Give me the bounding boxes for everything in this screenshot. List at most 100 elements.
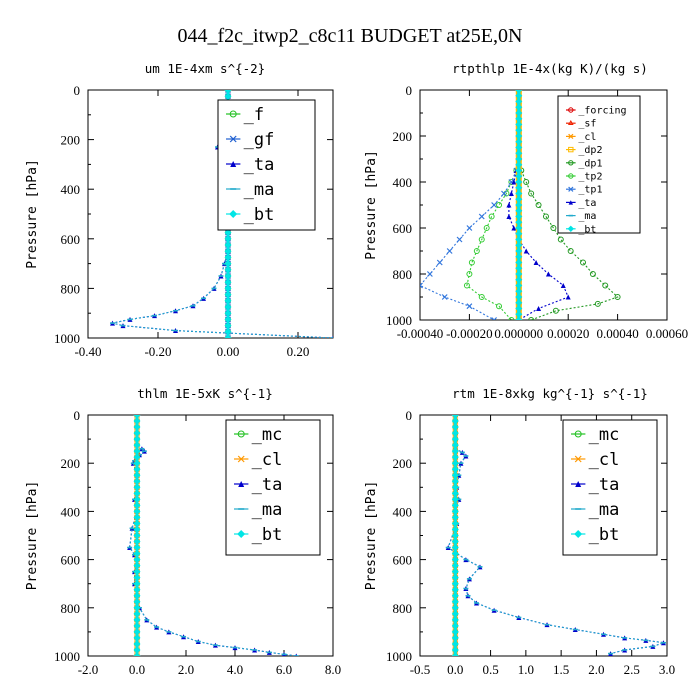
- data-point: [515, 305, 523, 312]
- y-tick-label: 600: [61, 232, 81, 247]
- data-point: [463, 282, 470, 289]
- legend-marker: [237, 430, 245, 438]
- data-point: [451, 489, 459, 497]
- data-point: [133, 507, 141, 515]
- data-point: [451, 423, 459, 431]
- legend-marker: [229, 135, 237, 143]
- series-bt: [451, 415, 459, 656]
- x-tick-label: 0.00020: [547, 326, 589, 341]
- data-point: [511, 179, 517, 185]
- data-point: [515, 98, 523, 105]
- legend-label: _dp1: [578, 158, 602, 169]
- data-point: [133, 513, 141, 521]
- x-tick-label: -0.40: [74, 344, 101, 359]
- y-tick-label: 200: [393, 456, 413, 471]
- legend-marker: [238, 481, 245, 487]
- series-bt: [133, 415, 141, 656]
- data-point: [441, 294, 448, 300]
- data-point: [133, 646, 141, 654]
- data-point: [133, 441, 141, 449]
- data-point: [133, 634, 141, 642]
- plot-area: [445, 415, 666, 656]
- data-point: [483, 225, 490, 231]
- data-point: [451, 544, 459, 552]
- panel-rtm: rtm 1E-8xkg kg^{-1} s^{-1} Pressure [hPa]…: [364, 386, 675, 677]
- y-tick-label: 600: [393, 553, 413, 568]
- y-axis-label: Pressure [hPa]: [364, 481, 379, 591]
- data-point: [133, 538, 141, 546]
- data-point: [515, 241, 523, 249]
- y-tick-label: 600: [61, 553, 81, 568]
- data-point: [133, 489, 141, 497]
- data-point: [451, 501, 459, 509]
- y-tick-label: 400: [61, 182, 81, 197]
- data-point: [224, 328, 232, 336]
- data-point: [133, 532, 141, 539]
- data-point: [515, 201, 523, 209]
- x-tick-label: 1.5: [553, 662, 569, 677]
- data-point: [451, 519, 459, 527]
- data-point: [565, 294, 571, 300]
- legend-label: _forcing: [578, 106, 626, 117]
- data-point: [536, 306, 542, 311]
- legend-label: _gf: [244, 130, 275, 150]
- legend-marker: [574, 455, 582, 463]
- legend-marker: [568, 186, 574, 192]
- legend-label: _ma: [589, 500, 620, 520]
- data-point: [515, 253, 523, 261]
- series-line: [420, 158, 520, 320]
- data-point: [496, 202, 503, 208]
- legend-label: _ma: [578, 211, 596, 222]
- x-tick-label: 6.0: [276, 662, 292, 677]
- data-point: [451, 622, 459, 630]
- data-point: [133, 453, 141, 461]
- data-point: [515, 190, 523, 197]
- legend-label: _cl: [589, 450, 620, 470]
- data-point: [451, 598, 459, 606]
- legend-label: _bt: [244, 205, 275, 225]
- data-point: [515, 264, 523, 272]
- data-point: [456, 236, 463, 243]
- legend-marker: [567, 119, 574, 126]
- data-point: [451, 610, 459, 618]
- data-point: [451, 634, 459, 642]
- data-point: [133, 544, 141, 552]
- data-point: [133, 610, 141, 618]
- data-point: [466, 225, 473, 231]
- data-point: [133, 616, 141, 624]
- data-point: [515, 121, 523, 128]
- panel-rtpthlp: rtpthlp 1E-4x(kg K)/(kg s) Pressure [hPa]…: [364, 61, 688, 341]
- data-point: [557, 236, 564, 243]
- data-point: [515, 149, 523, 157]
- data-point: [133, 562, 141, 570]
- figure-title: 044_f2c_itwp2_c8c11 BUDGET at25E,0N: [178, 25, 523, 47]
- data-point: [515, 184, 523, 192]
- legend-marker: [574, 530, 583, 538]
- data-point: [523, 248, 529, 254]
- data-point: [451, 465, 459, 473]
- data-point: [552, 307, 559, 314]
- data-point: [224, 309, 232, 317]
- x-tick-label: 0.0: [447, 662, 463, 677]
- data-point: [508, 317, 515, 320]
- x-tick-label: 0.00060: [646, 326, 688, 341]
- data-point: [451, 538, 459, 546]
- y-tick-label: 800: [61, 601, 81, 616]
- data-point: [133, 471, 141, 479]
- x-tick-label: 0.5: [482, 662, 498, 677]
- data-point: [515, 230, 523, 238]
- panel-thlm: thlm 1E-5xK s^{-1} Pressure [hPa] 0 200 400 6…: [25, 386, 341, 677]
- data-point: [515, 270, 523, 278]
- data-point: [478, 294, 485, 300]
- data-point: [542, 213, 549, 220]
- data-point: [426, 271, 433, 277]
- data-point: [515, 115, 523, 123]
- data-point: [451, 652, 459, 656]
- data-point: [468, 259, 475, 266]
- data-point: [133, 598, 141, 606]
- data-point: [515, 92, 523, 100]
- data-point: [224, 291, 232, 299]
- data-point: [515, 247, 523, 255]
- x-tick-label: 4.0: [227, 662, 243, 677]
